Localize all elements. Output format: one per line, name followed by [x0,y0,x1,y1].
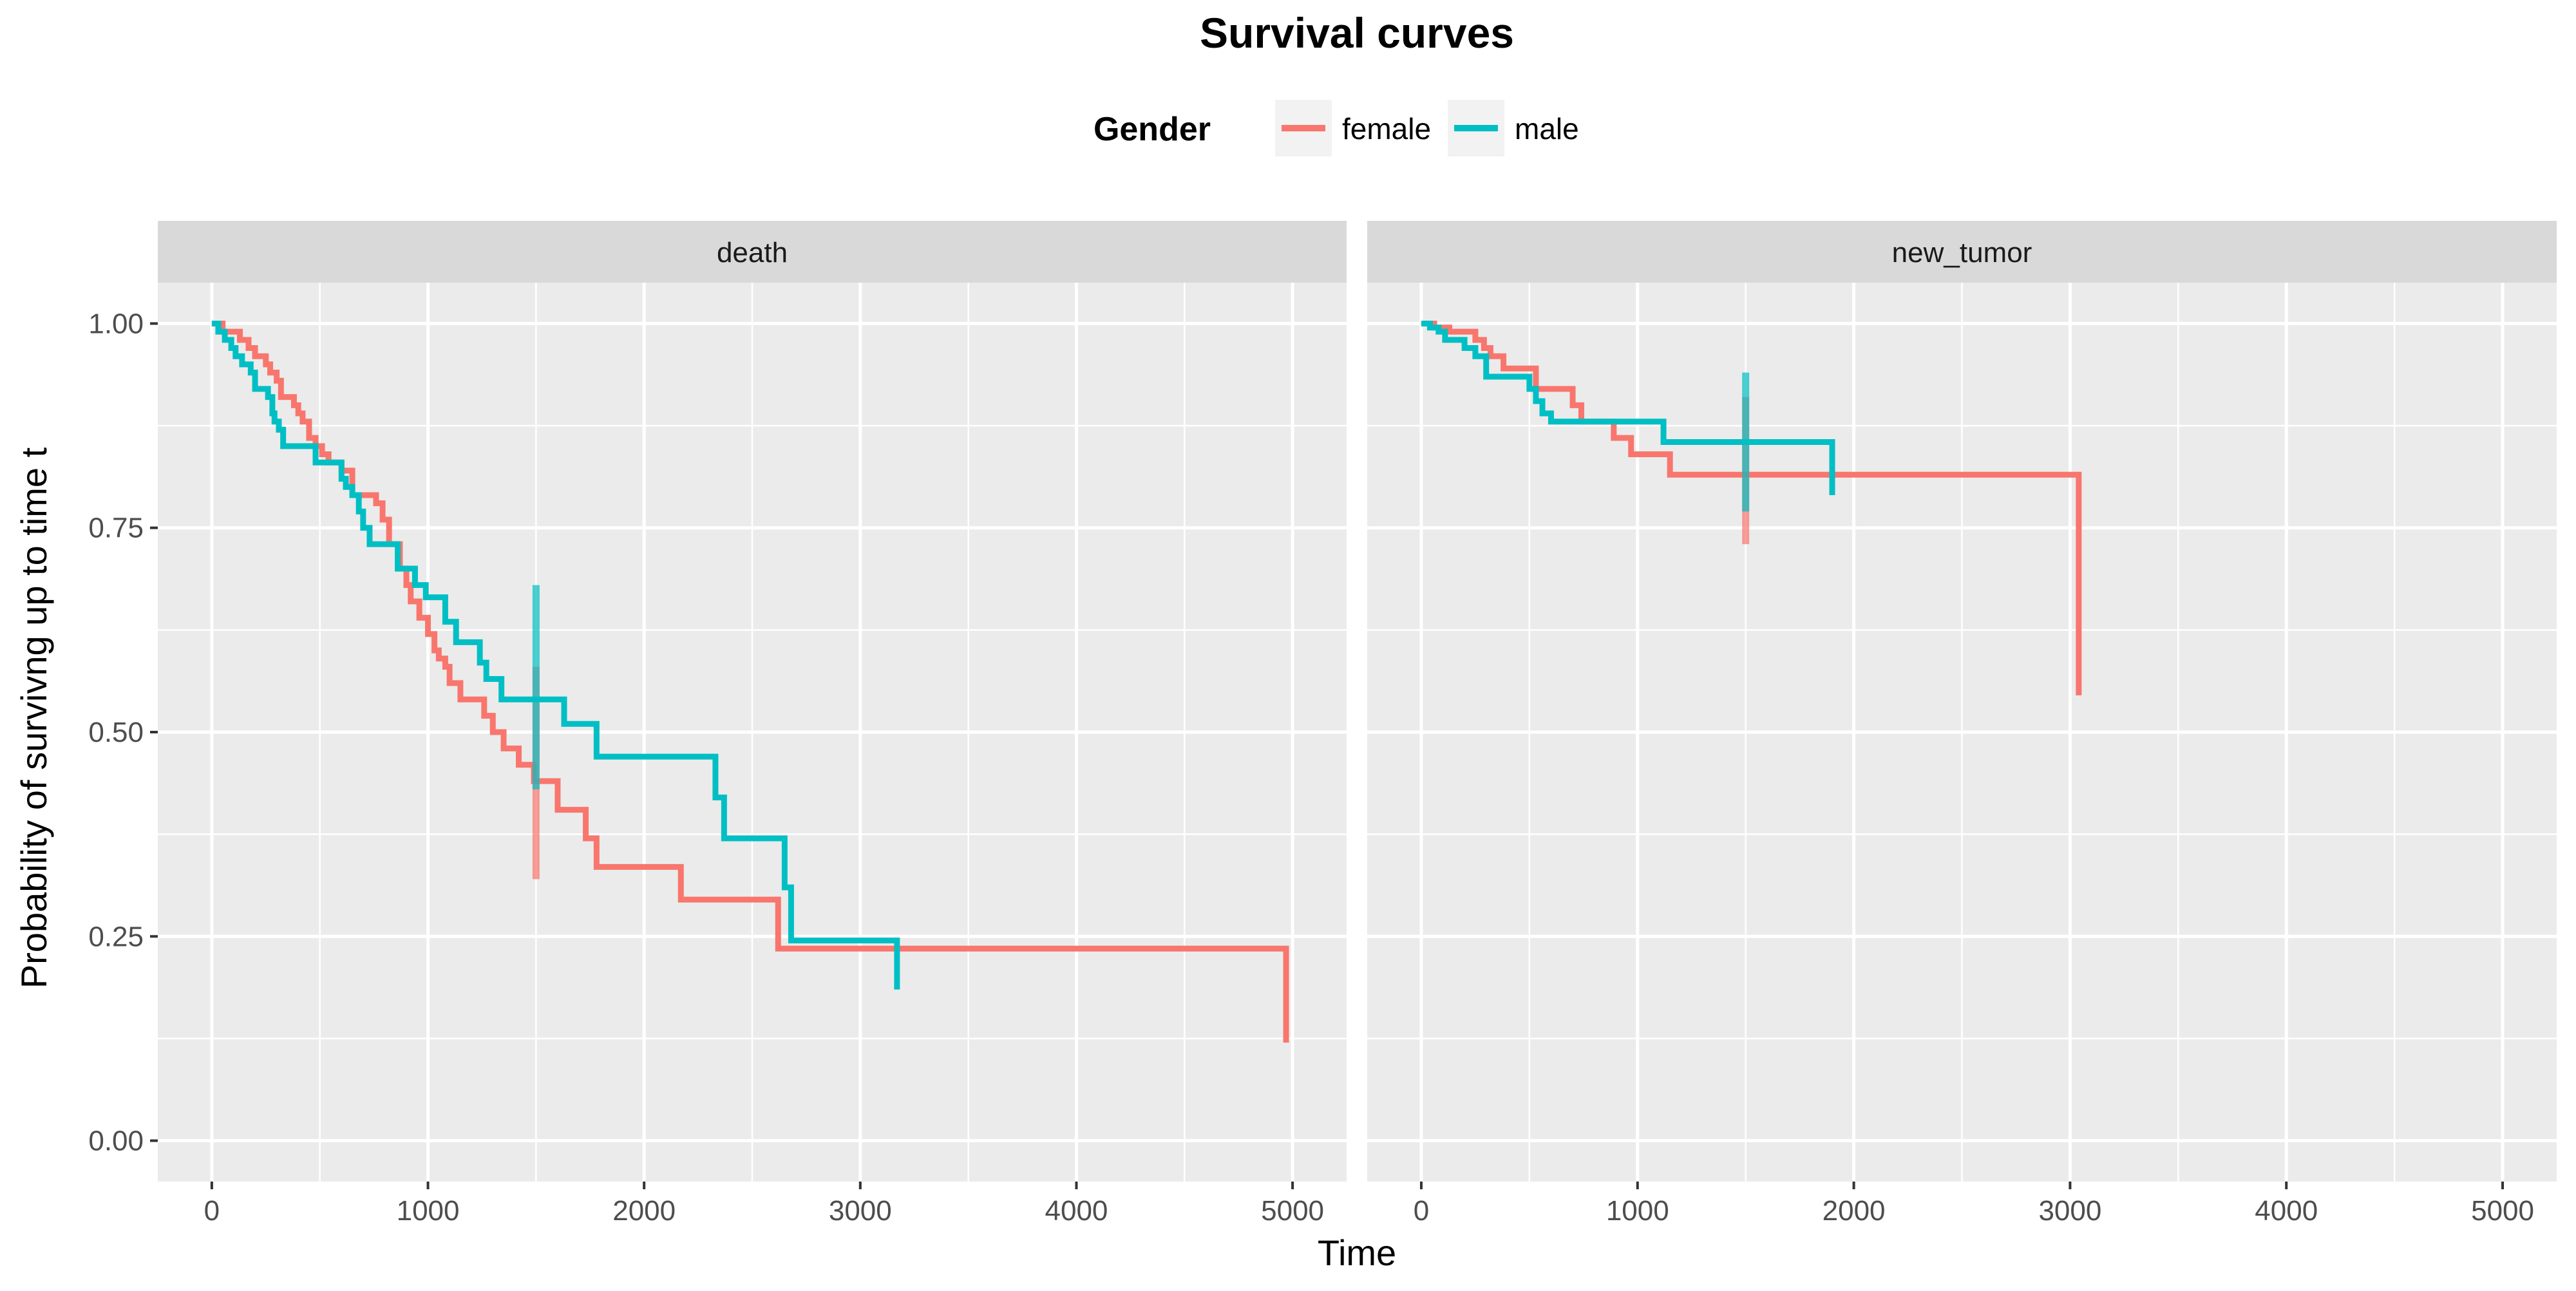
legend-title: Gender [1094,111,1211,148]
y-tick-label: 0.25 [88,921,144,952]
x-tick-label: 4000 [1045,1195,1108,1227]
y-tick-label: 1.00 [88,308,144,339]
panel-new_tumor: new_tumor 0 1000 2000 3000 4000 5000 [1367,221,2557,1227]
facet-strip [1367,221,2557,283]
x-tick-label: 0 [204,1195,220,1227]
survival-curve-male [1421,320,1835,495]
legend: Gender female male [1094,100,1579,156]
x-tick-label: 1000 [397,1195,460,1227]
x-tick-label: 5000 [2471,1195,2534,1227]
y-tick-label: 0.00 [88,1126,144,1157]
x-axis-label: Time [1318,1232,1396,1273]
x-tick-label: 0 [1414,1195,1429,1227]
y-axis-label: Probability of survivng up to time t [14,447,54,988]
x-tick-label: 2000 [1823,1195,1886,1227]
facet-label-death: death [717,237,788,269]
y-tick-label: 0.50 [88,717,144,748]
facet-strip [158,221,1347,283]
panel-death: death 0 1000 2000 3000 4000 5000 0.00 0.25 0.50 0.… [88,221,1347,1227]
y-tick-label: 0.75 [88,513,144,544]
x-tick-label: 1000 [1606,1195,1669,1227]
legend-label-female: female [1342,112,1431,146]
x-tick-label: 5000 [1261,1195,1324,1227]
x-tick-label: 3000 [829,1195,892,1227]
x-tick-label: 4000 [2255,1195,2318,1227]
survival-curve-female [1421,320,2082,695]
legend-label-male: male [1515,112,1579,146]
chart-title: Survival curves [1200,9,1514,57]
facet-label-new_tumor: new_tumor [1892,237,2032,269]
survival-curve-male [211,320,900,990]
x-tick-label: 2000 [612,1195,676,1227]
x-tick-label: 3000 [2038,1195,2101,1227]
